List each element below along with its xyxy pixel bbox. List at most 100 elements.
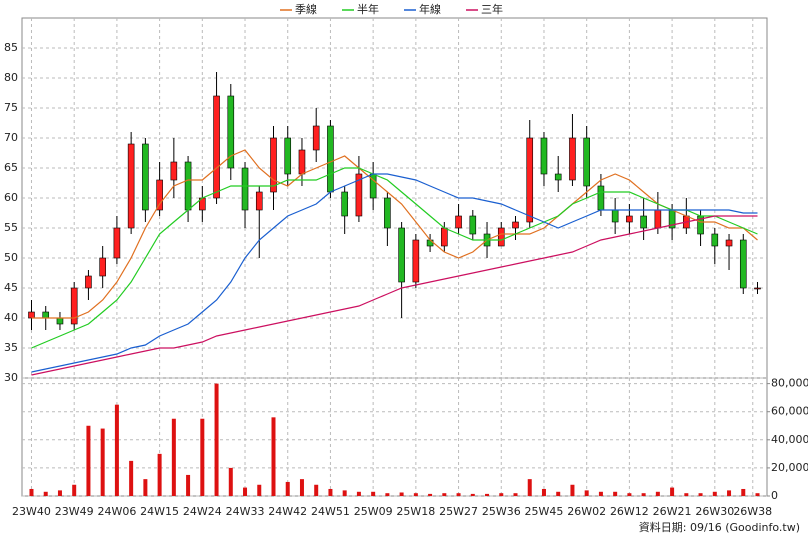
- volume-bar: [641, 493, 646, 496]
- legend-label: 三年: [481, 2, 503, 16]
- volume-bar: [129, 460, 134, 496]
- volume-bar: [314, 484, 319, 496]
- y-tick-label: 85: [4, 41, 18, 54]
- candle-body: [597, 185, 605, 211]
- volume-bar: [684, 493, 689, 496]
- volume-bar: [57, 490, 62, 496]
- volume-bar: [627, 493, 632, 496]
- y-tick-label: 30: [4, 371, 18, 384]
- x-tick-label: 26W30: [695, 505, 734, 518]
- candle-body: [583, 137, 590, 187]
- volume-bar: [527, 479, 532, 496]
- y-tick-label: 35: [4, 341, 18, 354]
- volume-bar: [428, 493, 433, 496]
- x-tick-label: 24W51: [311, 505, 350, 518]
- x-tick-label: 25W45: [525, 505, 564, 518]
- x-tick-label: 25W09: [354, 505, 393, 518]
- x-tick-label: 25W18: [396, 505, 435, 518]
- y2-tick-label: 20,000: [771, 461, 808, 474]
- candle-body: [654, 209, 662, 229]
- ma-line: [31, 167, 758, 349]
- candle-body: [28, 311, 35, 319]
- x-tick-label: 24W06: [97, 505, 136, 518]
- volume-bar: [470, 493, 475, 496]
- x-tick-label: 24W42: [268, 505, 307, 518]
- candle-body: [455, 215, 462, 229]
- legend-label: 年線: [419, 2, 441, 16]
- volume-bar: [598, 491, 603, 496]
- candle-body: [412, 239, 420, 283]
- candle-body: [227, 95, 235, 169]
- volume-bar: [385, 493, 390, 496]
- candle-body: [312, 125, 320, 151]
- volume-bar: [100, 428, 105, 496]
- volume-bar: [741, 488, 746, 496]
- y-tick-label: 50: [4, 251, 18, 264]
- volume-bar: [399, 492, 404, 496]
- volume-bar: [727, 490, 732, 496]
- candle-body: [56, 317, 64, 325]
- candle-body: [469, 215, 477, 235]
- candle-body: [156, 179, 163, 211]
- candle-body: [739, 239, 747, 289]
- volume-bar: [29, 488, 34, 496]
- candle-body: [384, 197, 391, 229]
- candle-body: [298, 149, 306, 175]
- volume-bar: [171, 418, 176, 496]
- candle-body: [626, 215, 633, 223]
- y2-tick-label: 60,000: [771, 405, 808, 418]
- candle-body: [270, 137, 277, 193]
- candle-body: [113, 227, 121, 259]
- candle-body: [70, 287, 78, 325]
- candle-body: [213, 95, 220, 199]
- source-note: 資料日期: 09/16 (Goodinfo.tw): [639, 520, 800, 534]
- y-tick-label: 75: [4, 101, 18, 114]
- x-tick-label: 25W27: [439, 505, 478, 518]
- volume-bar: [556, 491, 561, 496]
- volume-bar: [299, 479, 304, 496]
- volume-bar: [698, 493, 703, 496]
- candle-body: [255, 191, 263, 211]
- candle-body: [327, 125, 334, 193]
- volume-bar: [499, 493, 504, 496]
- y-tick-label: 70: [4, 131, 18, 144]
- candle-body: [526, 137, 534, 223]
- candle-body: [284, 137, 292, 175]
- volume-bar: [442, 493, 447, 496]
- volume-bar: [43, 491, 48, 496]
- volume-bar: [228, 467, 233, 496]
- volume-bar: [755, 493, 760, 496]
- candle-body: [184, 161, 192, 211]
- x-tick-label: 26W02: [567, 505, 606, 518]
- volume-bar: [513, 493, 518, 496]
- y-tick-label: 60: [4, 191, 18, 204]
- candle-body: [170, 161, 178, 181]
- legend-label: 季線: [295, 2, 317, 16]
- candle-body: [355, 173, 363, 217]
- x-tick-label: 24W24: [183, 505, 222, 518]
- x-tick-label: 23W49: [55, 505, 94, 518]
- candle-body: [640, 215, 647, 229]
- volume-bar: [328, 488, 333, 496]
- ma-line: [31, 215, 758, 376]
- volume-bar: [485, 493, 490, 496]
- candle-body: [554, 173, 562, 181]
- volume-bar: [541, 488, 546, 496]
- candle-body: [42, 311, 50, 319]
- candle-body: [85, 275, 92, 289]
- volume-bar: [613, 491, 618, 496]
- volume-bar: [570, 484, 575, 496]
- volume-bar: [243, 487, 248, 496]
- volume-bar: [456, 493, 461, 496]
- volume-bar: [114, 404, 119, 496]
- candle-body: [711, 233, 719, 247]
- volume-bar: [186, 474, 191, 496]
- volume-bar: [371, 491, 376, 496]
- candle-body: [754, 287, 761, 290]
- y2-tick-label: 80,000: [771, 377, 808, 390]
- volume-bar: [86, 425, 91, 496]
- x-tick-label: 24W33: [226, 505, 265, 518]
- x-tick-label: 26W21: [653, 505, 692, 518]
- x-tick-label: 26W12: [610, 505, 649, 518]
